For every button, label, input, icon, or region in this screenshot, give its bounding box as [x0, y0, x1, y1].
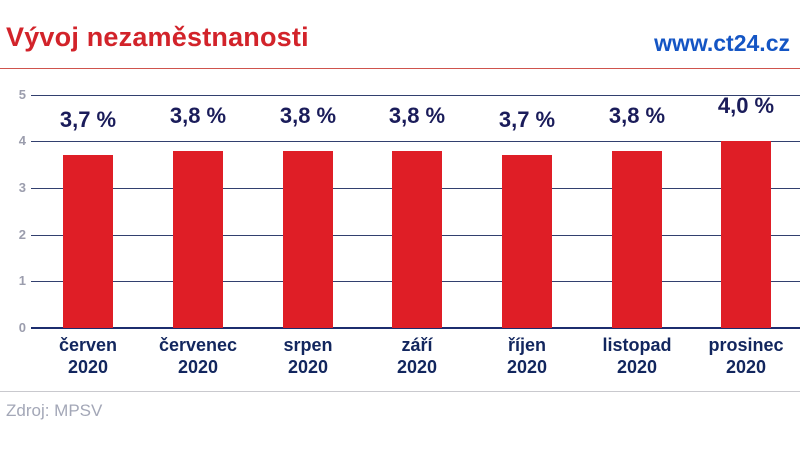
- bar: [173, 151, 223, 328]
- x-axis-line: [31, 327, 800, 329]
- bar: [612, 151, 662, 328]
- category-year: 2020: [177, 357, 219, 377]
- y-tick-label: 2: [18, 227, 26, 242]
- category-month: září: [401, 335, 433, 355]
- bar: [392, 151, 442, 328]
- x-category-label: září 2020: [352, 334, 482, 378]
- x-category-label: říjen 2020: [462, 334, 592, 378]
- y-tick-label: 1: [18, 273, 26, 288]
- bar-value-label: 3,7 %: [498, 107, 556, 132]
- category-month: prosinec: [708, 335, 784, 355]
- bar-value-label: 3,8 %: [279, 103, 337, 128]
- category-month: červen: [58, 335, 118, 355]
- footer-divider: [0, 391, 800, 392]
- source-label: Zdroj: MPSV: [6, 401, 103, 420]
- category-month: srpen: [283, 335, 333, 355]
- x-category-label: červen 2020: [23, 334, 153, 378]
- site-url: www.ct24.cz: [654, 30, 790, 56]
- page-title: Vývoj nezaměstnanosti: [6, 22, 309, 52]
- category-year: 2020: [506, 357, 548, 377]
- x-category-label: srpen 2020: [243, 334, 373, 378]
- category-year: 2020: [725, 357, 767, 377]
- y-tick-label: 5: [18, 87, 26, 102]
- y-tick-label: 0: [18, 320, 26, 335]
- header-divider: [0, 68, 800, 69]
- category-year: 2020: [67, 357, 109, 377]
- y-tick-label: 3: [18, 180, 26, 195]
- bar-value-label: 4,0 %: [717, 93, 775, 118]
- bar: [502, 155, 552, 328]
- bar-value-label: 3,8 %: [388, 103, 446, 128]
- bar: [63, 155, 113, 328]
- category-year: 2020: [396, 357, 438, 377]
- x-category-label: listopad 2020: [572, 334, 702, 378]
- category-month: listopad: [602, 335, 672, 355]
- category-month: říjen: [507, 335, 546, 355]
- y-tick-label: 4: [18, 133, 26, 148]
- bar-chart: 0 1 2 3 4 5 3,7 % červen 2020 3,8 % červenec 2020 3,…: [18, 87, 800, 378]
- x-category-label: červenec 2020: [133, 334, 263, 378]
- category-year: 2020: [616, 357, 658, 377]
- bar: [283, 151, 333, 328]
- category-month: červenec: [158, 335, 238, 355]
- bar-value-label: 3,8 %: [169, 103, 227, 128]
- x-category-label: prosinec 2020: [681, 334, 800, 378]
- bar-value-label: 3,7 %: [59, 107, 117, 132]
- gridline: [31, 141, 800, 142]
- category-year: 2020: [287, 357, 329, 377]
- bar-value-label: 3,8 %: [608, 103, 666, 128]
- gridline: [31, 95, 800, 96]
- bar: [721, 141, 771, 328]
